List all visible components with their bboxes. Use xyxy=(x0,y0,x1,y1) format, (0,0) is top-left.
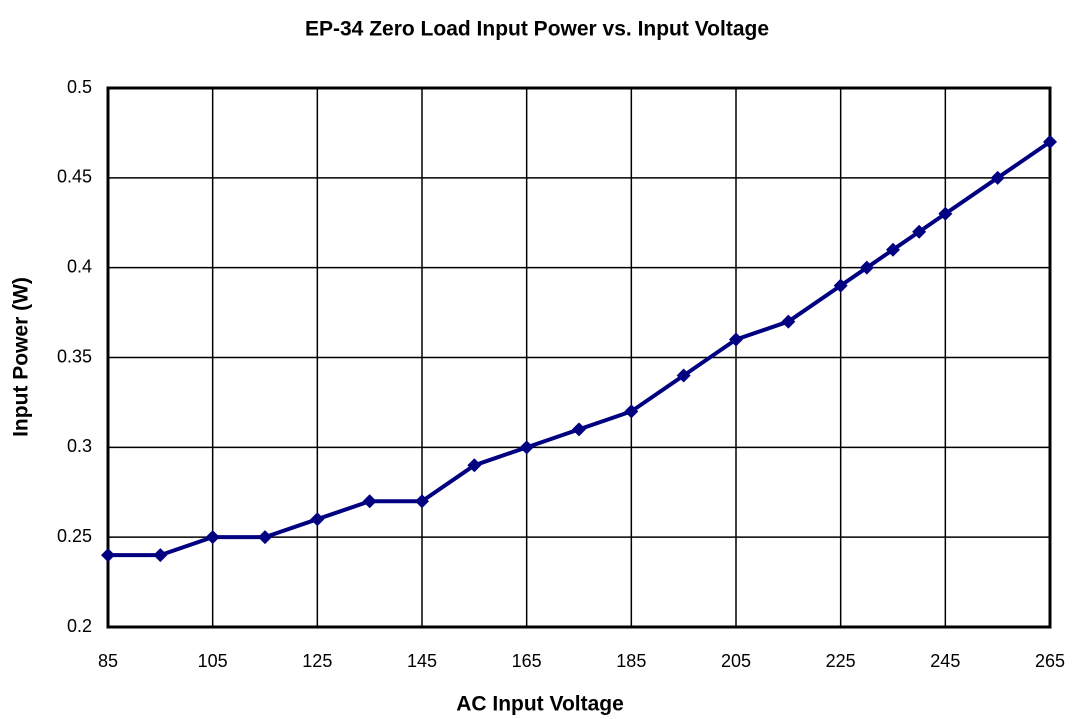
data-marker xyxy=(676,368,691,383)
data-marker xyxy=(990,170,1005,185)
y-tick-label: 0.2 xyxy=(67,616,92,636)
y-axis-label: Input Power (W) xyxy=(10,277,33,437)
y-tick-label: 0.25 xyxy=(57,526,92,546)
data-marker xyxy=(729,332,743,347)
y-tick-label: 0.3 xyxy=(67,436,92,456)
data-marker xyxy=(1043,134,1057,149)
x-tick-label: 145 xyxy=(407,651,437,671)
data-marker xyxy=(781,314,796,329)
y-tick-label: 0.35 xyxy=(57,346,92,366)
x-tick-label: 85 xyxy=(98,651,118,671)
data-marker xyxy=(310,512,325,527)
data-marker xyxy=(205,530,220,545)
x-tick-label: 265 xyxy=(1035,651,1065,671)
x-tick-label: 185 xyxy=(616,651,646,671)
data-marker xyxy=(362,494,377,509)
data-marker xyxy=(886,242,900,257)
data-marker xyxy=(572,422,586,437)
plot-border xyxy=(106,86,1052,629)
chart-title: EP-34 Zero Load Input Power vs. Input Vo… xyxy=(305,18,769,41)
x-tick-label: 105 xyxy=(198,651,228,671)
data-marker xyxy=(833,278,848,293)
data-marker xyxy=(101,548,115,563)
x-tick-label: 205 xyxy=(721,651,751,671)
data-marker xyxy=(153,548,168,563)
x-tick-label: 125 xyxy=(302,651,332,671)
y-tick-label: 0.4 xyxy=(67,256,92,276)
x-tick-label: 165 xyxy=(512,651,542,671)
x-axis-label: AC Input Voltage xyxy=(456,693,624,716)
y-tick-label: 0.45 xyxy=(57,167,92,187)
data-marker xyxy=(258,530,272,545)
data-marker xyxy=(415,494,429,509)
data-marker xyxy=(467,458,482,473)
x-tick-label: 225 xyxy=(826,651,856,671)
data-marker xyxy=(859,260,874,275)
data-line xyxy=(108,140,1052,558)
data-marker xyxy=(624,404,639,419)
x-tick-label: 245 xyxy=(930,651,960,671)
data-marker xyxy=(938,206,953,221)
y-tick-label: 0.5 xyxy=(67,77,92,97)
data-marker xyxy=(519,440,534,455)
data-marker xyxy=(912,224,927,239)
